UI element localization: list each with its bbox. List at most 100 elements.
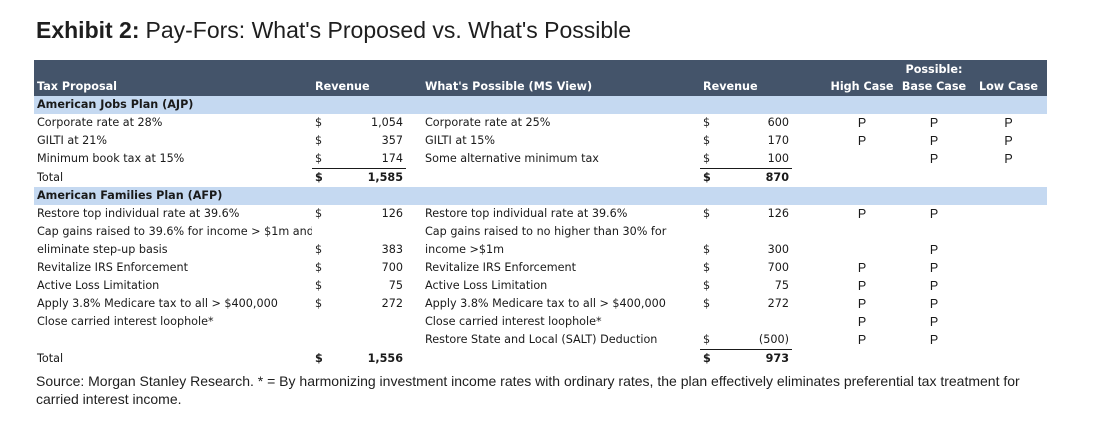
proposal-cell: Minimum book tax at 15%	[37, 152, 185, 166]
currency-symbol: $	[703, 261, 711, 274]
total-label: Total	[37, 351, 64, 365]
spacer-cell	[406, 277, 422, 295]
base-case-mark: P	[929, 243, 939, 257]
possible-revenue-value: 126	[767, 207, 789, 220]
possible-revenue-value: 170	[767, 134, 789, 147]
base-case-mark: P	[929, 279, 939, 293]
low-case-mark	[970, 259, 1047, 277]
spacer-cell	[970, 169, 1047, 188]
spacer-cell	[792, 295, 826, 313]
currency-symbol: $	[703, 279, 711, 292]
spacer-cell	[422, 350, 700, 369]
table-row: Cap gains raised to 39.6% for income > $…	[34, 223, 1047, 241]
spacer-cell	[792, 132, 826, 150]
possible-header: Possible:	[898, 60, 970, 77]
high-case-mark: P	[857, 315, 867, 329]
high-case-mark: P	[857, 207, 867, 221]
high-case-mark	[826, 223, 898, 241]
currency-symbol	[700, 313, 734, 331]
possible-revenue-value	[734, 313, 792, 331]
currency-symbol: $	[703, 243, 711, 256]
section-label-afp: American Families Plan (AFP)	[34, 187, 1047, 205]
revenue-value: 1,054	[370, 116, 403, 129]
proposal-cell: eliminate step-up basis	[37, 243, 168, 256]
proposal-cell: Restore top individual rate at 39.6%	[37, 207, 240, 220]
table-row: GILTI at 21% $357 GILTI at 15% $170 P P P	[34, 132, 1047, 150]
spacer-cell	[422, 169, 700, 188]
proposal-cell: Revitalize IRS Enforcement	[37, 261, 188, 274]
low-case-mark	[970, 277, 1047, 295]
revenue-value	[348, 223, 406, 241]
spacer-cell	[406, 350, 422, 369]
low-case-mark	[970, 313, 1047, 331]
spacer-cell	[792, 241, 826, 259]
possible-revenue-value: 100	[734, 150, 792, 169]
revenue-value: 357	[381, 134, 403, 147]
spacer-cell	[792, 223, 826, 241]
currency-symbol: $	[703, 297, 711, 310]
table-row: Apply 3.8% Medicare tax to all > $400,00…	[34, 295, 1047, 313]
exhibit-label: Exhibit 2:	[36, 17, 140, 43]
possible-revenue-value: 300	[767, 243, 789, 256]
table-row: Revitalize IRS Enforcement $700 Revitalize…	[34, 259, 1047, 277]
base-case-mark: P	[929, 116, 939, 130]
currency-symbol: $	[703, 134, 711, 147]
high-case-mark	[826, 150, 898, 169]
possible-cell: Some alternative minimum tax	[425, 152, 599, 166]
currency-symbol: $	[312, 150, 348, 169]
high-case-mark: P	[857, 261, 867, 275]
table-row: Restore State and Local (SALT) Deduction…	[34, 331, 1047, 350]
possible-revenue-value: 272	[767, 297, 789, 310]
spacer-cell	[406, 114, 422, 132]
possible-cell: GILTI at 15%	[425, 134, 496, 147]
spacer-cell	[792, 114, 826, 132]
currency-symbol: $	[315, 351, 323, 365]
currency-symbol	[312, 313, 348, 331]
proposal-cell: Close carried interest loophole*	[37, 315, 214, 328]
exhibit-title: Exhibit 2: Pay-Fors: What's Proposed vs. …	[36, 17, 631, 44]
currency-symbol: $	[315, 297, 323, 310]
possible-revenue-value: 600	[767, 116, 789, 129]
currency-symbol: $	[700, 331, 734, 350]
table-row: eliminate step-up basis $383 income >$1m $3…	[34, 241, 1047, 259]
section-row-afp: American Families Plan (AFP)	[34, 187, 1047, 205]
revenue-value: 126	[381, 207, 403, 220]
spacer-cell	[406, 205, 422, 223]
low-case-mark	[970, 241, 1047, 259]
header-row-top: Possible:	[34, 60, 1047, 77]
possible-cell: Restore top individual rate at 39.6%	[425, 207, 628, 220]
table-row: Close carried interest loophole* Close ca…	[34, 313, 1047, 331]
low-case-mark: P	[1004, 134, 1013, 148]
high-case-header: High Case	[826, 77, 898, 96]
possible-revenue-value	[734, 223, 792, 241]
table-row: Minimum book tax at 15% $174 Some alternat…	[34, 150, 1047, 169]
whats-possible-header: What's Possible (MS View)	[422, 77, 700, 96]
low-case-header: Low Case	[970, 77, 1047, 96]
currency-symbol: $	[700, 150, 734, 169]
possible-revenue-value: 700	[767, 261, 789, 274]
revenue-header: Revenue	[312, 77, 406, 96]
possible-cell: Active Loss Limitation	[425, 279, 548, 292]
revenue-value: 700	[381, 261, 403, 274]
spacer-cell	[406, 169, 422, 188]
high-case-mark	[826, 241, 898, 259]
proposal-cell: Apply 3.8% Medicare tax to all > $400,00…	[37, 297, 278, 310]
currency-symbol: $	[315, 279, 323, 292]
possible-cell: Restore State and Local (SALT) Deduction	[425, 333, 658, 347]
spacer-cell	[826, 169, 898, 188]
currency-symbol: $	[315, 243, 323, 256]
spacer-cell	[792, 350, 826, 369]
low-case-mark	[970, 331, 1047, 350]
base-case-mark: P	[929, 315, 939, 329]
proposal-cell: Corporate rate at 28%	[37, 116, 163, 129]
possible-cell: Corporate rate at 25%	[425, 116, 551, 129]
revenue-value: 75	[388, 279, 403, 292]
possible-cell: income >$1m	[425, 243, 505, 256]
proposal-cell	[34, 331, 312, 350]
low-case-mark: P	[1004, 116, 1013, 130]
proposal-cell: Active Loss Limitation	[37, 279, 160, 292]
spacer-cell	[406, 150, 422, 169]
currency-symbol: $	[315, 116, 323, 129]
base-case-mark: P	[929, 333, 939, 348]
pay-fors-table: Possible: Tax Proposal Revenue What's Po…	[34, 60, 1047, 368]
